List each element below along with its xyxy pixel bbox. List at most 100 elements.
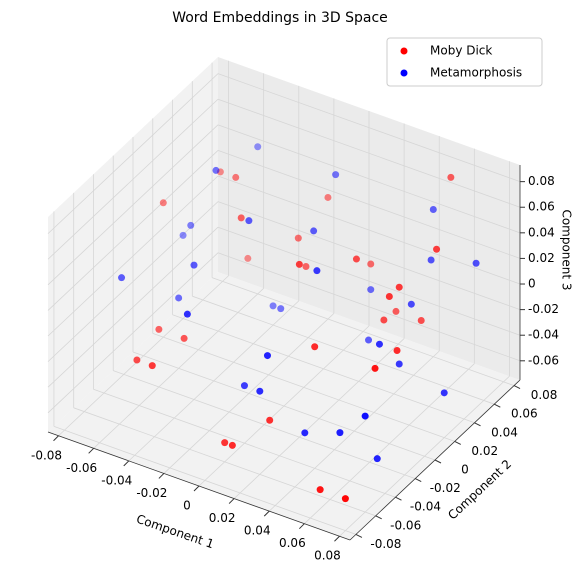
- x-tick-label: 0.04: [244, 524, 271, 538]
- point: [175, 294, 183, 302]
- grid-line: [211, 277, 515, 386]
- point: [375, 340, 383, 348]
- grid-line: [217, 175, 521, 285]
- point: [429, 206, 437, 214]
- z-tick-label: 0.06: [528, 200, 555, 214]
- grid-line: [47, 98, 219, 260]
- point: [240, 382, 248, 390]
- point: [277, 305, 285, 313]
- point: [332, 171, 340, 179]
- grid-line: [172, 314, 475, 424]
- z-tick-label: -0.06: [528, 353, 559, 367]
- point: [302, 263, 310, 271]
- legend-label: Moby Dick: [430, 44, 492, 58]
- x-tick-label: 0: [183, 499, 191, 513]
- z-tick-label: 0.08: [528, 174, 555, 188]
- chart-title: Word Embeddings in 3D Space: [172, 10, 388, 26]
- grid-line: [73, 407, 376, 517]
- grid-line: [113, 370, 416, 479]
- point: [256, 387, 264, 395]
- grid-line: [47, 150, 219, 311]
- point: [385, 293, 393, 301]
- x-tick: [334, 535, 340, 542]
- point: [393, 346, 401, 354]
- x-tick-label: -0.06: [66, 461, 97, 475]
- grid-line: [93, 388, 396, 498]
- legend-marker: [400, 47, 408, 55]
- point: [392, 307, 400, 315]
- point: [254, 143, 262, 151]
- grid-line: [217, 252, 521, 362]
- x-tick-label: 0.02: [209, 511, 236, 525]
- point: [155, 325, 163, 333]
- point: [380, 316, 388, 324]
- x-tick-label: -0.04: [101, 473, 132, 487]
- point: [365, 336, 373, 344]
- point: [310, 227, 318, 235]
- point: [159, 199, 167, 207]
- grid-line: [132, 351, 436, 461]
- y-tick-label: 0.04: [491, 425, 518, 439]
- point: [417, 316, 425, 324]
- y-tick-label: -0.04: [410, 500, 441, 514]
- grid-line: [47, 226, 219, 388]
- point: [324, 193, 332, 201]
- grid-line: [192, 295, 495, 405]
- y-tick: [415, 478, 422, 483]
- y-tick-label: -0.06: [390, 518, 421, 532]
- point: [361, 412, 369, 420]
- y-tick: [355, 533, 363, 538]
- y-tick: [494, 403, 501, 408]
- point: [472, 259, 480, 267]
- point: [352, 255, 360, 263]
- point: [232, 173, 240, 181]
- point: [269, 302, 277, 310]
- y-tick-label: -0.02: [430, 481, 461, 495]
- legend: Moby Dick Metamorphosis: [386, 37, 543, 87]
- point: [183, 310, 191, 318]
- point: [179, 231, 187, 239]
- x-tick-label: 0.06: [279, 536, 306, 550]
- x-tick-label: -0.02: [136, 486, 167, 500]
- point: [221, 439, 229, 447]
- grid-line: [217, 150, 521, 259]
- legend-marker: [400, 69, 408, 77]
- x-tick: [263, 510, 270, 517]
- point: [295, 260, 303, 268]
- point: [316, 486, 324, 494]
- x-tick: [298, 523, 305, 530]
- y-tick-label: 0.08: [531, 388, 558, 402]
- point: [245, 217, 253, 225]
- grid-line: [53, 426, 357, 535]
- grid-line: [217, 98, 521, 208]
- x-tick: [228, 498, 235, 504]
- point: [266, 416, 274, 424]
- point: [228, 441, 236, 449]
- point: [294, 234, 302, 242]
- point: [187, 221, 195, 229]
- z-tick-label: -0.04: [528, 328, 559, 342]
- grid-line: [217, 73, 521, 183]
- x-tick: [193, 485, 200, 492]
- point: [407, 300, 415, 308]
- point: [313, 267, 321, 275]
- legend-box: [386, 37, 543, 87]
- point: [341, 495, 349, 503]
- z-tick-label: 0: [528, 277, 536, 291]
- z-tick-label: -0.02: [528, 302, 559, 316]
- y-tick: [375, 515, 382, 520]
- y-tick: [513, 385, 521, 390]
- x-tick: [88, 447, 95, 454]
- grid-line: [217, 124, 521, 234]
- z-tick-label: 0.04: [528, 225, 555, 239]
- z-axis-label: Component 3: [560, 209, 574, 290]
- y-tick: [434, 459, 442, 464]
- point: [301, 429, 309, 437]
- point: [395, 283, 403, 291]
- point: [148, 362, 156, 370]
- x-tick: [53, 435, 59, 442]
- z-tick-label: 0.02: [528, 251, 555, 265]
- point: [440, 389, 448, 397]
- grid-line: [47, 73, 219, 234]
